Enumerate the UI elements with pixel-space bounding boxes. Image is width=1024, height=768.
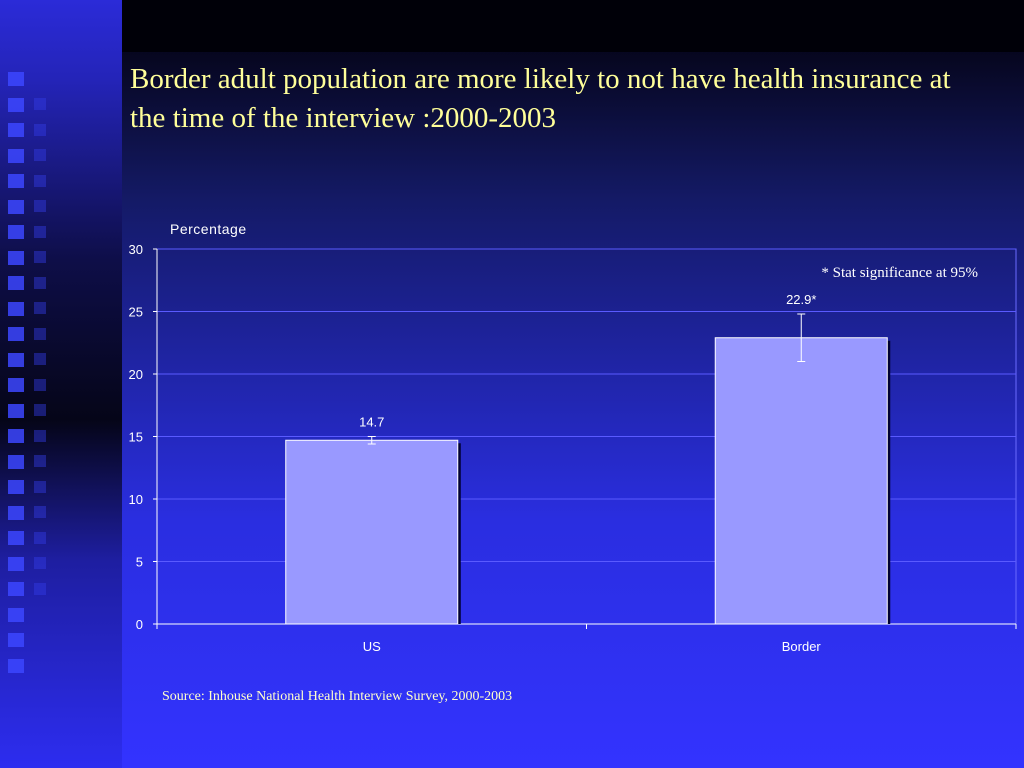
- decorative-squares: [8, 72, 26, 684]
- y-tick-label: 0: [136, 617, 143, 632]
- x-tick-label: US: [363, 639, 381, 654]
- bar-border: [714, 337, 888, 625]
- y-tick-label: 20: [129, 367, 143, 382]
- y-tick-label: 5: [136, 555, 143, 570]
- data-label: 14.7: [359, 415, 384, 430]
- y-axis-label: Percentage: [170, 221, 247, 237]
- y-tick-label: 25: [129, 305, 143, 320]
- slide-title: Border adult population are more likely …: [130, 63, 951, 134]
- x-tick-label: Border: [782, 639, 822, 654]
- bar-us: [285, 439, 459, 625]
- top-dark-strip: [122, 0, 1024, 52]
- y-tick-label: 10: [129, 492, 143, 507]
- decorative-squares-faint: [34, 98, 50, 608]
- source-note: Source: Inhouse National Health Intervie…: [162, 689, 513, 704]
- y-tick-label: 30: [129, 242, 143, 257]
- y-tick-label: 15: [129, 430, 143, 445]
- data-label: 22.9*: [786, 292, 816, 307]
- significance-note: * Stat significance at 95%: [821, 265, 978, 281]
- left-decorative-band: [0, 0, 122, 768]
